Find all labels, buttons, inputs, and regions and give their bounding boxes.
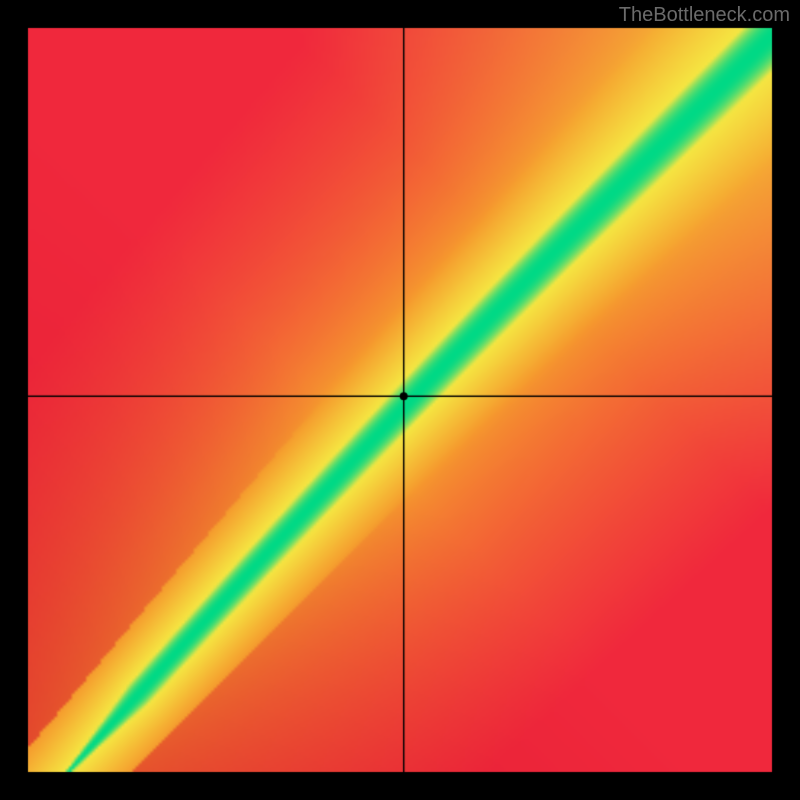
chart-container: TheBottleneck.com: [0, 0, 800, 800]
watermark-text: TheBottleneck.com: [619, 4, 790, 27]
bottleneck-heatmap-canvas: [0, 0, 800, 800]
